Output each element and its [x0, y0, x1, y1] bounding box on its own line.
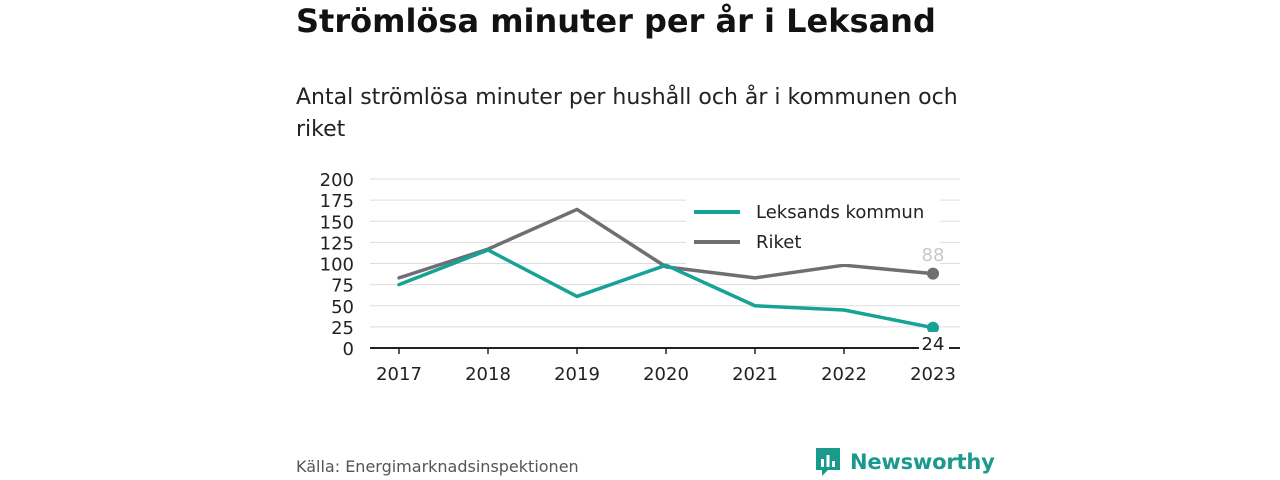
legend-label: Leksands kommun [756, 202, 924, 223]
end-label-riket: 88 [922, 245, 945, 266]
y-tick-label: 50 [331, 297, 354, 318]
y-tick-label: 75 [331, 276, 354, 297]
chart-title: Strömlösa minuter per år i Leksand [296, 2, 936, 40]
x-tick-label: 2020 [643, 364, 689, 385]
x-tick-label: 2021 [732, 364, 778, 385]
x-tick-label: 2019 [554, 364, 600, 385]
x-axis-ticks: 2017 2018 2019 2020 2021 2022 2023 [370, 347, 960, 385]
chart-bubble-icon [816, 448, 840, 476]
x-tick-label: 2022 [821, 364, 867, 385]
x-tick-label: 2023 [910, 364, 956, 385]
end-labels: 24 88 [919, 245, 949, 355]
legend-label: Riket [756, 232, 801, 253]
y-tick-label: 175 [320, 191, 354, 212]
end-label-leksand: 24 [922, 334, 945, 355]
series-lines [397, 207, 939, 334]
logo-text: Newsworthy [850, 450, 995, 474]
y-tick-label: 0 [343, 339, 354, 360]
newsworthy-logo: Newsworthy [814, 446, 995, 478]
legend: Leksands kommun Riket [686, 194, 940, 264]
y-tick-label: 100 [320, 255, 354, 276]
y-tick-label: 200 [320, 170, 354, 191]
source-note: Källa: Energimarknadsinspektionen [296, 457, 579, 476]
series-end-point [927, 267, 939, 280]
legend-background [686, 194, 940, 264]
series-line-leksand [397, 248, 935, 330]
y-tick-label: 125 [320, 233, 354, 254]
y-tick-label: 25 [331, 318, 354, 339]
end-label-background [919, 332, 949, 354]
chart-subtitle: Antal strömlösa minuter per hushåll och … [296, 85, 958, 142]
series-end-point [927, 321, 939, 334]
y-tick-label: 150 [320, 212, 354, 233]
chart-figure: Strömlösa minuter per år i Leksand Antal… [296, 0, 996, 480]
x-tick-label: 2018 [465, 364, 511, 385]
x-tick-label: 2017 [376, 364, 422, 385]
